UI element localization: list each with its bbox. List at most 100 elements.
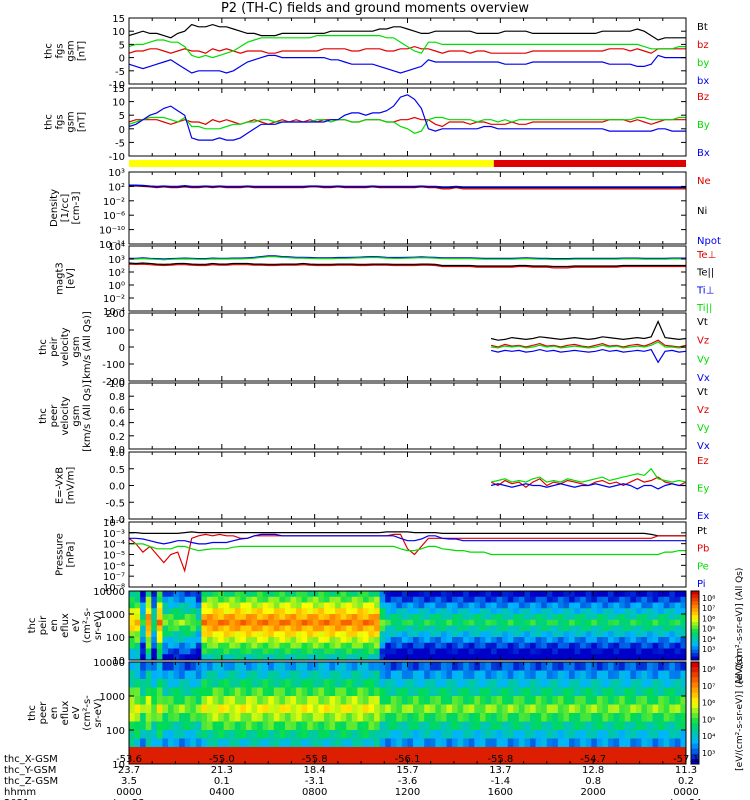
heatmap-cell — [608, 631, 615, 638]
heatmap-cell — [140, 662, 147, 671]
heatmap-cell — [229, 637, 236, 644]
heatmap-cell — [284, 721, 292, 731]
heatmap-cell — [167, 662, 175, 671]
heatmap-cell — [674, 738, 681, 748]
heatmap-cell — [223, 596, 230, 603]
heatmap-cell — [674, 637, 681, 644]
heatmap-cell — [301, 619, 308, 626]
heatmap-cell — [557, 662, 564, 671]
heatmap-cell — [557, 608, 564, 615]
heatmap-cell — [379, 670, 386, 680]
heatmap-cell — [407, 670, 414, 680]
heatmap-cell — [167, 614, 175, 621]
heatmap-cell — [596, 747, 603, 756]
heatmap-cell — [368, 687, 375, 697]
heatmap-cell — [223, 631, 230, 638]
heatmap-cell — [496, 721, 503, 731]
heatmap-cell — [134, 625, 141, 632]
heatmap-cell — [368, 679, 375, 688]
heatmap-cell — [312, 755, 319, 765]
heatmap-cell — [268, 625, 275, 632]
heatmap-cell — [335, 687, 342, 697]
heatmap-cell — [140, 721, 147, 731]
heatmap-cell — [323, 654, 331, 661]
heatmap-cell — [362, 654, 370, 661]
heatmap-cell — [268, 602, 275, 609]
heatmap-cell — [201, 662, 208, 671]
heatmap-cell — [307, 637, 314, 644]
heatmap-cell — [468, 654, 475, 661]
heatmap-cell — [585, 738, 592, 748]
heatmap-cell — [262, 738, 269, 748]
heatmap-cell — [663, 738, 670, 748]
heatmap-cell — [262, 596, 269, 603]
heatmap-cell — [452, 670, 459, 680]
y-tick-label-3: 10⁻¹⁴ — [99, 240, 125, 251]
heatmap-cell — [435, 631, 442, 638]
heatmap-cell — [351, 614, 358, 621]
heatmap-cell — [401, 730, 408, 739]
heatmap-cell — [496, 596, 503, 603]
heatmap-cell — [574, 596, 581, 603]
heatmap-cell — [229, 625, 236, 632]
heatmap-cell — [591, 687, 598, 697]
heatmap-cell — [368, 637, 375, 644]
heatmap-cell — [223, 637, 230, 644]
heatmap-cell — [641, 631, 648, 638]
heatmap-cell — [541, 654, 548, 661]
heatmap-cell — [530, 747, 537, 756]
heatmap-cell — [680, 591, 687, 598]
heatmap-cell — [457, 596, 464, 603]
heatmap-cell — [268, 704, 275, 714]
heatmap-cell — [602, 713, 609, 722]
heatmap-cell — [580, 738, 587, 748]
heatmap-cell — [546, 596, 553, 603]
heatmap-cell — [257, 679, 264, 688]
heatmap-cell — [234, 596, 241, 603]
heatmap-cell — [296, 738, 303, 748]
heatmap-cell — [435, 637, 442, 644]
heatmap-cell — [585, 602, 592, 609]
heatmap-cell — [624, 619, 631, 626]
heatmap-cell — [190, 704, 197, 714]
heatmap-cell — [145, 687, 152, 697]
heatmap-cell — [329, 631, 336, 638]
heatmap-cell — [680, 679, 687, 688]
heatmap-cell — [513, 654, 520, 661]
heatmap-cell — [452, 713, 459, 722]
heatmap-cell — [674, 704, 681, 714]
heatmap-cell — [129, 637, 136, 644]
heatmap-cell — [284, 637, 292, 644]
heatmap-cell — [452, 614, 459, 621]
heatmap-cell — [552, 614, 559, 621]
heatmap-cell — [156, 730, 163, 739]
heatmap-cell — [507, 670, 514, 680]
heatmap-cell — [323, 721, 331, 731]
heatmap-cell — [156, 704, 163, 714]
heatmap-cell — [541, 738, 548, 748]
heatmap-cell — [340, 696, 347, 705]
heatmap-cell — [290, 591, 297, 598]
heatmap-cell — [407, 608, 414, 615]
heatmap-cell — [596, 608, 603, 615]
heatmap-cell — [452, 662, 459, 671]
heatmap-cell — [323, 704, 331, 714]
heatmap-cell — [351, 713, 358, 722]
heatmap-cell — [257, 662, 264, 671]
heatmap-cell — [396, 713, 403, 722]
heatmap-cell — [563, 730, 570, 739]
heatmap-cell — [424, 648, 431, 655]
y-tick-label-1: 15 — [112, 84, 125, 95]
heatmap-cell — [624, 721, 631, 731]
colorbar-tick-label: 10⁶ — [702, 699, 715, 708]
heatmap-cell — [574, 614, 581, 621]
heatmap-cell — [156, 619, 163, 626]
heatmap-cell — [674, 614, 681, 621]
heatmap-cell — [563, 631, 570, 638]
heatmap-cell — [647, 648, 654, 655]
heatmap-cell — [379, 713, 386, 722]
heatmap-cell — [346, 637, 353, 644]
heatmap-cell — [463, 591, 470, 598]
heatmap-cell — [463, 608, 470, 615]
heatmap-cell — [557, 713, 564, 722]
